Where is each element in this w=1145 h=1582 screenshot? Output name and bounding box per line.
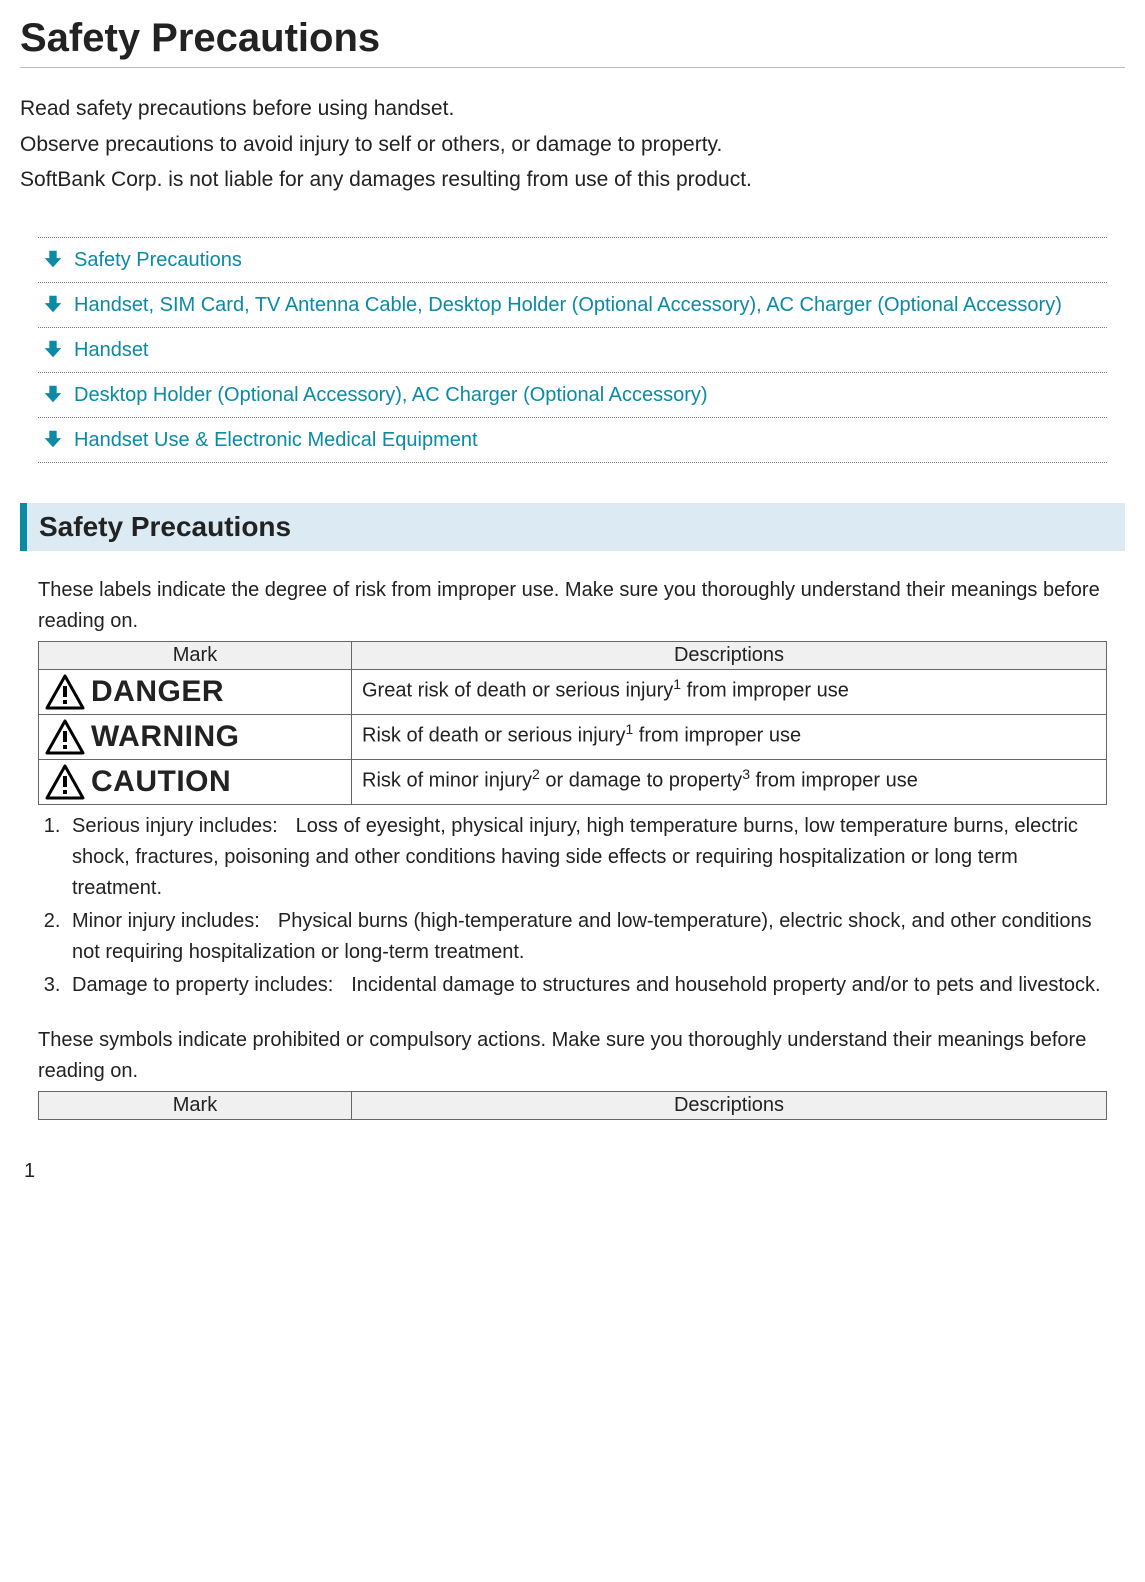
mark-label: WARNING	[91, 720, 240, 754]
mark-description: Risk of death or serious injury1 from im…	[352, 714, 1107, 759]
warning-triangle-icon	[45, 674, 85, 710]
table-header-desc: Descriptions	[352, 1091, 1107, 1119]
intro-line: Read safety precautions before using han…	[20, 92, 1125, 126]
section-intro-text: These symbols indicate prohibited or com…	[38, 1025, 1107, 1087]
down-arrow-icon	[42, 338, 64, 360]
down-arrow-icon	[42, 293, 64, 315]
table-row: CAUTION Risk of minor injury2 or damage …	[39, 759, 1107, 804]
toc-item[interactable]: Handset Use & Electronic Medical Equipme…	[38, 417, 1107, 463]
section-heading: Safety Precautions	[20, 503, 1125, 551]
danger-mark: DANGER	[45, 674, 345, 710]
toc-item[interactable]: Desktop Holder (Optional Accessory), AC …	[38, 372, 1107, 417]
down-arrow-icon	[42, 383, 64, 405]
table-header-mark: Mark	[39, 1091, 352, 1119]
toc-item[interactable]: Safety Precautions	[38, 237, 1107, 282]
mark-label: DANGER	[91, 675, 224, 709]
down-arrow-icon	[42, 428, 64, 450]
footnote-item: Minor injury includes:Physical burns (hi…	[66, 906, 1107, 968]
warning-triangle-icon	[45, 719, 85, 755]
mark-label: CAUTION	[91, 765, 231, 799]
table-row: WARNING Risk of death or serious injury1…	[39, 714, 1107, 759]
toc-link-label: Handset Use & Electronic Medical Equipme…	[74, 426, 478, 454]
intro-line: SoftBank Corp. is not liable for any dam…	[20, 163, 1125, 197]
warning-triangle-icon	[45, 764, 85, 800]
intro-line: Observe precautions to avoid injury to s…	[20, 128, 1125, 162]
table-header-mark: Mark	[39, 641, 352, 669]
symbol-labels-table: Mark Descriptions	[38, 1091, 1107, 1120]
table-header-desc: Descriptions	[352, 641, 1107, 669]
intro-block: Read safety precautions before using han…	[20, 92, 1125, 197]
page-title: Safety Precautions	[20, 16, 1125, 68]
page-number: 1	[24, 1160, 1125, 1183]
toc-link-label: Handset, SIM Card, TV Antenna Cable, Des…	[74, 291, 1062, 319]
risk-labels-table: Mark Descriptions DANGER Great risk of d…	[38, 641, 1107, 805]
mark-description: Risk of minor injury2 or damage to prope…	[352, 759, 1107, 804]
toc-item[interactable]: Handset	[38, 327, 1107, 372]
toc-link-label: Safety Precautions	[74, 246, 242, 274]
toc-link-label: Desktop Holder (Optional Accessory), AC …	[74, 381, 708, 409]
toc-link-label: Handset	[74, 336, 149, 364]
footnotes-list: Serious injury includes:Loss of eyesight…	[38, 811, 1107, 1001]
warning-mark: WARNING	[45, 719, 345, 755]
footnote-item: Serious injury includes:Loss of eyesight…	[66, 811, 1107, 904]
down-arrow-icon	[42, 248, 64, 270]
footnote-item: Damage to property includes:Incidental d…	[66, 970, 1107, 1001]
toc-item[interactable]: Handset, SIM Card, TV Antenna Cable, Des…	[38, 282, 1107, 327]
caution-mark: CAUTION	[45, 764, 345, 800]
table-of-contents: Safety Precautions Handset, SIM Card, TV…	[38, 237, 1107, 463]
section-intro-text: These labels indicate the degree of risk…	[38, 575, 1107, 637]
mark-description: Great risk of death or serious injury1 f…	[352, 669, 1107, 714]
table-row: DANGER Great risk of death or serious in…	[39, 669, 1107, 714]
